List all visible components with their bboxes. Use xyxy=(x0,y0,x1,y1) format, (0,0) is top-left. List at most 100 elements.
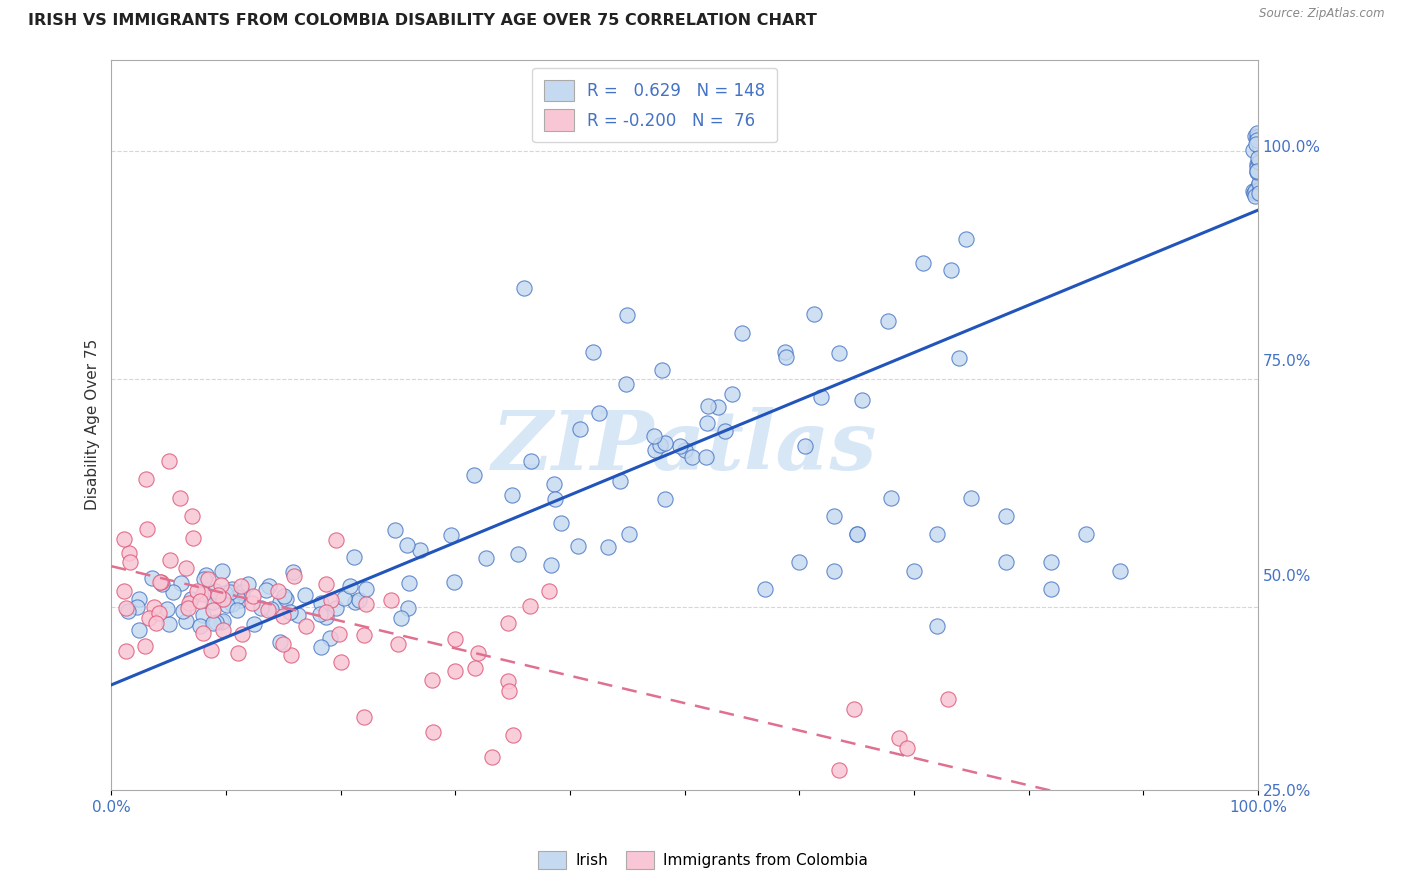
Point xyxy=(1241,143,1264,157)
Point xyxy=(162,584,184,599)
Point xyxy=(157,454,180,468)
Point xyxy=(936,691,959,706)
Point xyxy=(537,583,560,598)
Text: IRISH VS IMMIGRANTS FROM COLOMBIA DISABILITY AGE OVER 75 CORRELATION CHART: IRISH VS IMMIGRANTS FROM COLOMBIA DISABI… xyxy=(28,13,817,29)
Point xyxy=(1244,189,1267,203)
Point xyxy=(325,533,347,547)
Point xyxy=(186,583,208,598)
Point xyxy=(339,578,361,592)
Point xyxy=(329,655,352,669)
Point xyxy=(1246,129,1268,144)
Point xyxy=(309,640,332,654)
Point xyxy=(156,602,179,616)
Point xyxy=(135,473,157,487)
Point xyxy=(422,724,444,739)
Point xyxy=(925,527,948,541)
Point xyxy=(191,587,214,601)
Point xyxy=(134,640,156,654)
Point xyxy=(828,346,851,360)
Point xyxy=(569,422,592,436)
Point xyxy=(845,527,868,541)
Point xyxy=(177,601,200,615)
Point xyxy=(651,363,673,377)
Point xyxy=(202,615,225,630)
Point xyxy=(315,605,337,619)
Point xyxy=(1246,126,1268,140)
Point xyxy=(443,575,465,590)
Point xyxy=(1247,155,1270,169)
Point xyxy=(260,602,283,616)
Point xyxy=(643,428,665,442)
Point xyxy=(396,601,419,615)
Point xyxy=(115,601,138,615)
Point xyxy=(384,523,406,537)
Point xyxy=(912,256,935,270)
Point xyxy=(409,542,432,557)
Point xyxy=(1246,136,1268,151)
Point xyxy=(787,555,810,569)
Point xyxy=(283,569,305,583)
Point xyxy=(389,611,412,625)
Point xyxy=(212,614,235,628)
Point xyxy=(148,606,170,620)
Point xyxy=(236,577,259,591)
Point xyxy=(204,584,226,599)
Point xyxy=(387,637,409,651)
Point xyxy=(501,488,523,502)
Point xyxy=(202,603,225,617)
Legend: R =   0.629   N = 148, R = -0.200   N =  76: R = 0.629 N = 148, R = -0.200 N = 76 xyxy=(533,68,778,143)
Point xyxy=(273,590,295,604)
Point xyxy=(157,617,180,632)
Point xyxy=(181,531,204,545)
Point xyxy=(309,607,332,621)
Point xyxy=(616,308,638,322)
Point xyxy=(398,576,420,591)
Point xyxy=(1109,564,1132,578)
Point xyxy=(343,595,366,609)
Point xyxy=(395,538,418,552)
Point xyxy=(250,601,273,615)
Point xyxy=(280,648,302,662)
Point xyxy=(225,603,247,617)
Point xyxy=(1247,151,1270,165)
Point xyxy=(889,731,911,746)
Point xyxy=(142,600,165,615)
Point xyxy=(325,601,347,615)
Point xyxy=(948,351,970,365)
Point xyxy=(221,598,243,612)
Point xyxy=(170,575,193,590)
Point xyxy=(211,564,233,578)
Point xyxy=(731,326,754,341)
Point xyxy=(207,593,229,607)
Point xyxy=(240,596,263,610)
Point xyxy=(1243,186,1265,201)
Point xyxy=(242,617,264,632)
Point xyxy=(353,628,375,642)
Point xyxy=(1249,183,1271,197)
Point xyxy=(287,608,309,623)
Point xyxy=(654,435,676,450)
Point xyxy=(117,604,139,618)
Point xyxy=(231,627,253,641)
Point xyxy=(214,586,236,600)
Point xyxy=(281,566,304,580)
Point xyxy=(773,345,796,359)
Point xyxy=(880,491,903,505)
Point xyxy=(1243,128,1265,143)
Point xyxy=(229,579,252,593)
Point xyxy=(353,710,375,724)
Point xyxy=(172,604,194,618)
Text: ZIPatlas: ZIPatlas xyxy=(492,407,877,487)
Point xyxy=(295,618,318,632)
Point xyxy=(226,647,249,661)
Point xyxy=(842,701,865,715)
Point xyxy=(669,439,692,453)
Point xyxy=(315,577,337,591)
Point xyxy=(519,599,541,613)
Point xyxy=(150,575,173,590)
Point xyxy=(269,594,291,608)
Point xyxy=(231,585,253,599)
Point xyxy=(619,527,641,541)
Point xyxy=(544,491,567,506)
Point xyxy=(955,232,977,246)
